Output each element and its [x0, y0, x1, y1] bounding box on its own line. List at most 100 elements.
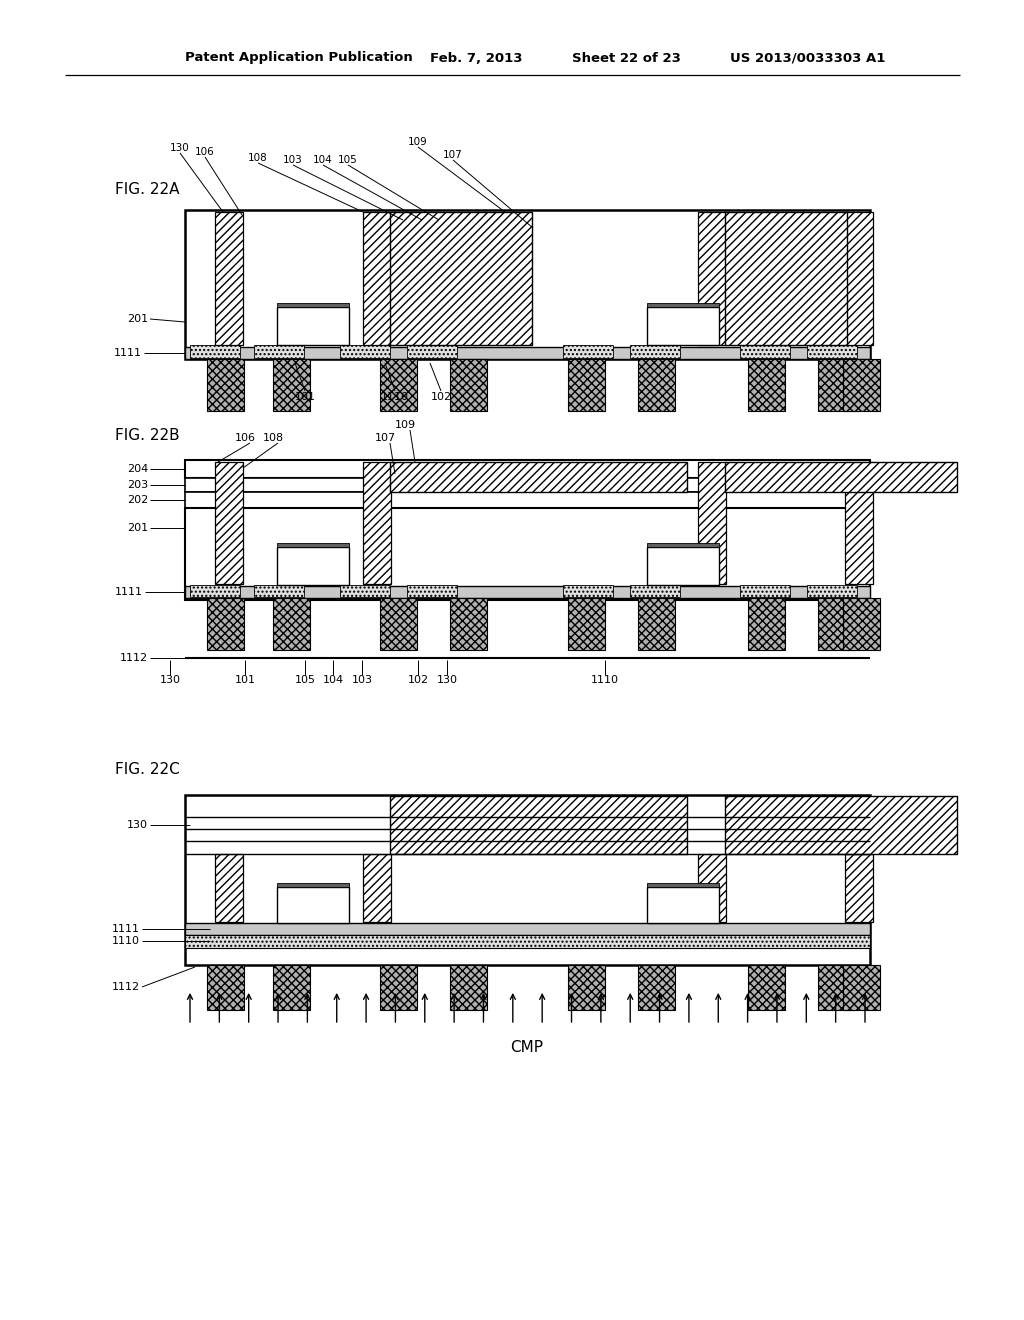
Text: 103: 103 — [351, 675, 373, 685]
Text: Patent Application Publication: Patent Application Publication — [185, 51, 413, 65]
Bar — [638, 598, 675, 649]
Text: 108: 108 — [248, 153, 268, 162]
Bar — [563, 585, 613, 597]
Bar — [390, 462, 687, 492]
Text: 102: 102 — [430, 392, 452, 403]
Bar — [185, 492, 870, 508]
Text: 104: 104 — [313, 154, 333, 165]
Bar — [185, 586, 870, 598]
Bar — [725, 796, 957, 854]
Bar — [807, 345, 857, 358]
Bar — [647, 883, 719, 887]
Bar — [843, 965, 880, 1010]
Bar — [568, 359, 605, 411]
Text: 1112: 1112 — [120, 653, 148, 663]
Bar — [568, 598, 605, 649]
Bar — [748, 359, 785, 411]
Bar — [843, 598, 880, 649]
Bar — [278, 546, 349, 585]
Text: 103: 103 — [283, 154, 303, 165]
Text: 107: 107 — [375, 433, 395, 444]
Text: 104: 104 — [323, 675, 344, 685]
Bar — [818, 598, 855, 649]
Bar — [190, 345, 240, 358]
Bar — [362, 854, 391, 921]
Bar — [845, 854, 873, 921]
Bar — [273, 598, 310, 649]
Bar — [185, 478, 870, 492]
Bar — [748, 598, 785, 649]
Bar — [740, 585, 790, 597]
Bar — [807, 585, 857, 597]
Bar — [568, 965, 605, 1010]
Bar — [698, 213, 726, 345]
Text: 202: 202 — [127, 495, 148, 506]
Text: FIG. 22B: FIG. 22B — [115, 428, 179, 442]
Text: 105: 105 — [338, 154, 357, 165]
Text: 107: 107 — [443, 150, 463, 160]
Bar — [647, 887, 719, 923]
Bar — [380, 598, 417, 649]
Bar — [725, 462, 957, 492]
Bar — [278, 883, 349, 887]
Text: FIG. 22C: FIG. 22C — [115, 763, 180, 777]
Text: 1111: 1111 — [115, 587, 143, 597]
Bar — [450, 965, 487, 1010]
Text: FIG. 22A: FIG. 22A — [115, 182, 179, 198]
Text: 108: 108 — [262, 433, 284, 444]
Text: CMP: CMP — [511, 1040, 544, 1056]
Text: US 2013/0033303 A1: US 2013/0033303 A1 — [730, 51, 886, 65]
Text: 1110: 1110 — [381, 392, 409, 403]
Bar — [647, 304, 719, 308]
Bar — [818, 359, 855, 411]
Text: 106: 106 — [196, 147, 215, 157]
Bar — [380, 359, 417, 411]
Text: 1112: 1112 — [112, 982, 140, 993]
Text: 201: 201 — [127, 523, 148, 533]
Bar — [647, 308, 719, 345]
Text: 130: 130 — [127, 820, 148, 830]
Text: 101: 101 — [234, 675, 256, 685]
Bar — [380, 965, 417, 1010]
Text: Sheet 22 of 23: Sheet 22 of 23 — [572, 51, 681, 65]
Text: 1110: 1110 — [591, 675, 618, 685]
Text: 130: 130 — [170, 143, 189, 153]
Bar — [278, 308, 349, 345]
Bar — [563, 345, 613, 358]
Bar — [698, 854, 726, 921]
Text: Feb. 7, 2013: Feb. 7, 2013 — [430, 51, 522, 65]
Text: 1111: 1111 — [114, 348, 142, 358]
Bar — [215, 854, 243, 921]
Bar — [190, 585, 240, 597]
Bar — [278, 543, 349, 546]
Bar — [740, 345, 790, 358]
Text: 109: 109 — [409, 137, 428, 147]
Text: 1111: 1111 — [112, 924, 140, 935]
Bar — [725, 213, 847, 345]
Text: 102: 102 — [408, 675, 429, 685]
Text: 203: 203 — [127, 480, 148, 490]
Bar — [340, 345, 390, 358]
Bar — [748, 965, 785, 1010]
Bar — [638, 965, 675, 1010]
Text: 1110: 1110 — [112, 936, 140, 946]
Bar — [207, 359, 244, 411]
Bar — [215, 462, 243, 583]
Bar — [185, 508, 870, 601]
Bar — [278, 304, 349, 308]
Bar — [630, 585, 680, 597]
Bar — [362, 213, 391, 345]
Bar — [647, 546, 719, 585]
Bar — [647, 543, 719, 546]
Bar — [207, 965, 244, 1010]
Bar — [630, 345, 680, 358]
Bar — [450, 598, 487, 649]
Bar — [278, 887, 349, 923]
Bar — [845, 213, 873, 345]
Bar — [818, 965, 855, 1010]
Text: 130: 130 — [160, 675, 180, 685]
Bar — [843, 359, 880, 411]
Bar — [273, 359, 310, 411]
Bar — [407, 345, 457, 358]
Bar — [185, 795, 870, 965]
